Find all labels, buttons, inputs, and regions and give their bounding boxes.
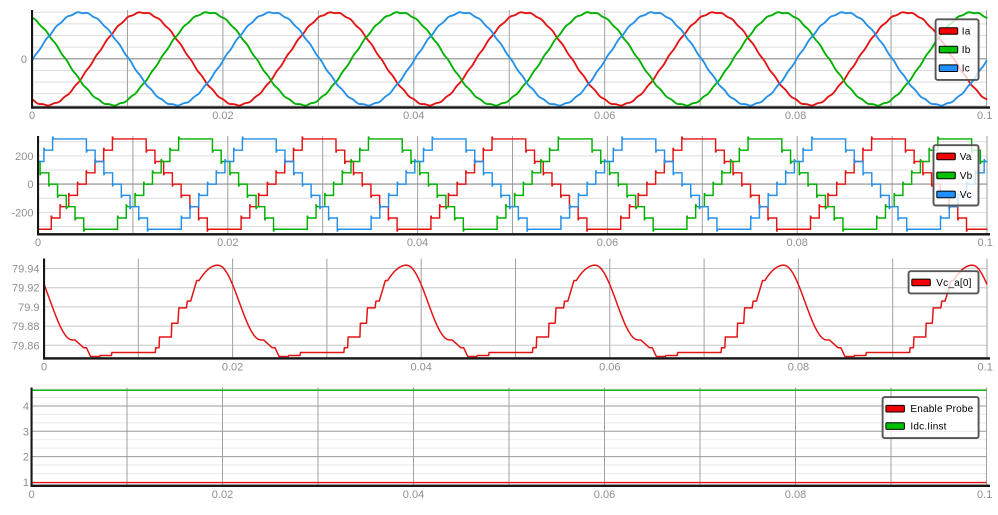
svg-text:0.04: 0.04 [403,489,424,501]
svg-text:0.02: 0.02 [222,362,243,374]
svg-text:0.1: 0.1 [977,110,992,122]
svg-text:Vc_a[0]: Vc_a[0] [936,278,971,289]
svg-text:79.94: 79.94 [12,264,40,276]
svg-text:0: 0 [21,54,27,66]
svg-text:0.04: 0.04 [403,110,424,122]
svg-text:Idc.Iinst: Idc.Iinst [910,422,946,433]
svg-text:Ic: Ic [962,64,970,75]
svg-text:0: 0 [28,489,34,501]
svg-text:0.02: 0.02 [212,489,233,501]
svg-text:Vb: Vb [960,171,973,182]
svg-text:4: 4 [23,401,29,413]
svg-text:0: 0 [27,179,33,191]
svg-text:Vc: Vc [960,190,972,201]
svg-text:0.02: 0.02 [212,110,233,122]
svg-text:0.04: 0.04 [410,362,431,374]
svg-text:0.1: 0.1 [978,362,993,374]
svg-text:0.06: 0.06 [594,489,615,501]
svg-text:79.88: 79.88 [12,321,40,333]
svg-text:Va: Va [960,152,972,163]
svg-text:0.1: 0.1 [977,489,992,501]
svg-text:0.08: 0.08 [786,237,807,249]
svg-text:3: 3 [23,426,29,438]
svg-text:Enable Probe: Enable Probe [910,404,973,415]
svg-text:0.04: 0.04 [407,237,428,249]
svg-text:0: 0 [29,110,35,122]
svg-text:0.08: 0.08 [785,110,806,122]
svg-text:0.02: 0.02 [217,237,238,249]
svg-text:0.06: 0.06 [594,110,615,122]
svg-text:Ia: Ia [962,27,971,38]
svg-text:-200: -200 [11,207,33,219]
svg-text:0.06: 0.06 [597,237,618,249]
svg-text:0.08: 0.08 [788,362,809,374]
svg-text:Ib: Ib [962,45,971,56]
svg-text:2: 2 [23,452,29,464]
svg-text:0.08: 0.08 [785,489,806,501]
svg-text:0.06: 0.06 [599,362,620,374]
svg-text:0: 0 [41,362,47,374]
svg-text:0.1: 0.1 [978,237,993,249]
svg-text:0: 0 [35,237,41,249]
svg-text:79.86: 79.86 [12,340,40,352]
svg-text:79.9: 79.9 [18,302,39,314]
svg-text:79.92: 79.92 [12,283,40,295]
svg-text:200: 200 [15,151,33,163]
svg-text:1: 1 [23,477,29,489]
